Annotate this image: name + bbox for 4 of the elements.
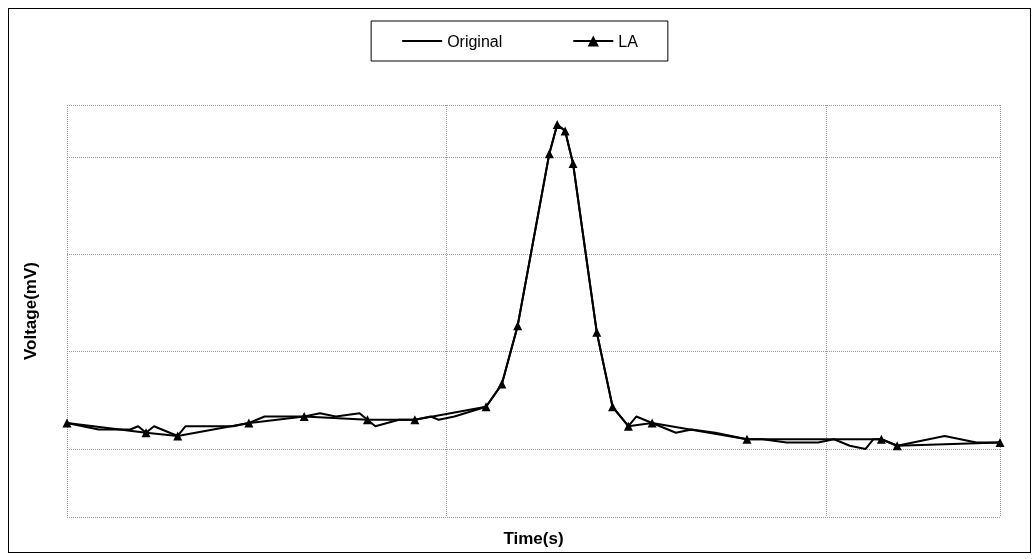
legend-label: Original <box>447 32 503 50</box>
legend-label: LA <box>618 32 639 50</box>
x-axis-title: Time(s) <box>503 529 564 548</box>
y-axis-title: Voltage(mV) <box>21 262 40 361</box>
